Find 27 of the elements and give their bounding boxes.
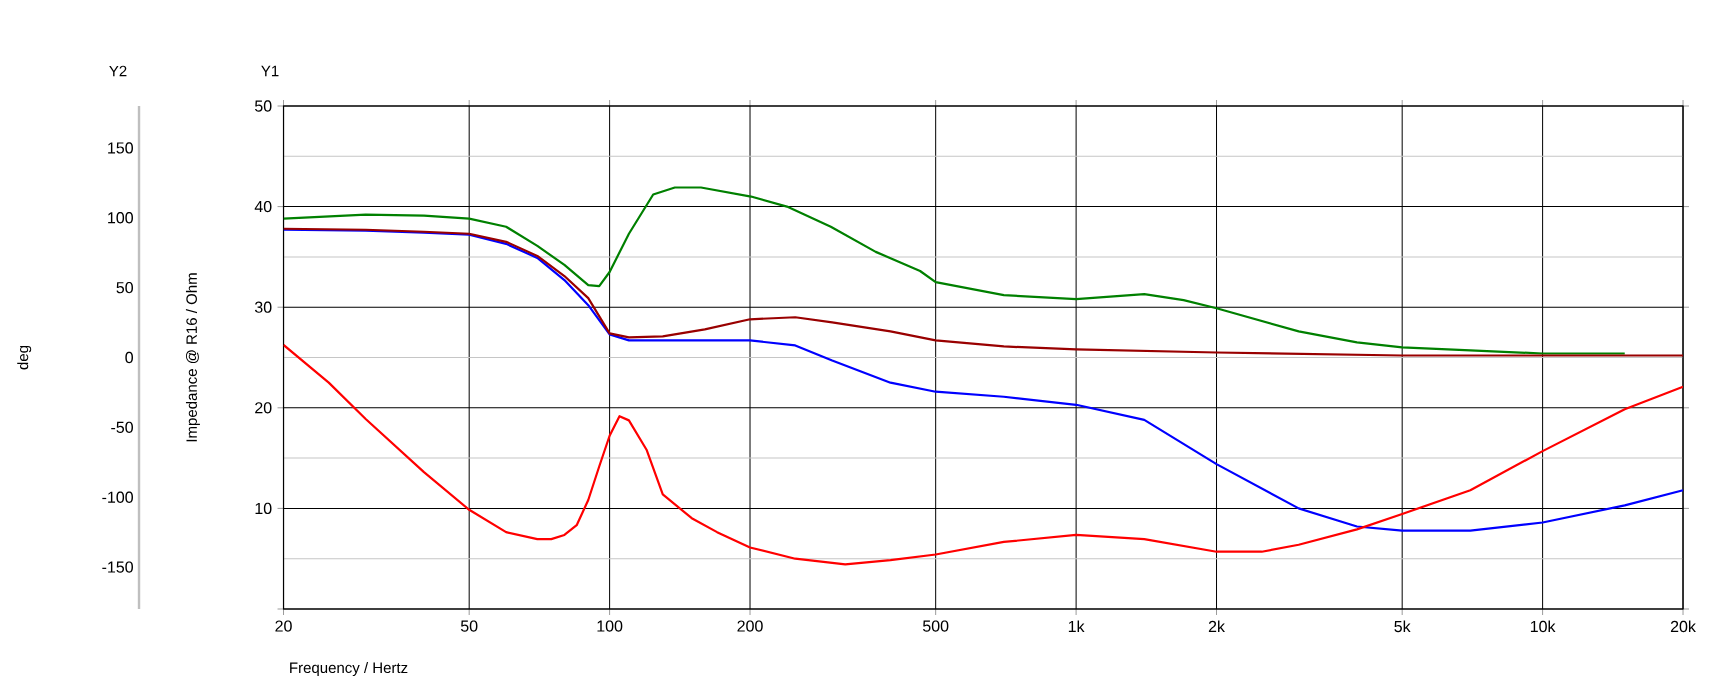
x-tick-label: 5k bbox=[1394, 620, 1411, 633]
y2-tick-label: -150 bbox=[102, 561, 133, 573]
x-axis-title: Frequency / Hertz bbox=[290, 662, 408, 676]
y2-tick-label: 50 bbox=[116, 281, 133, 294]
y2-tick-label: 150 bbox=[108, 142, 133, 154]
y-tick-label: 40 bbox=[254, 200, 272, 213]
x-tick-label: 20 bbox=[275, 620, 292, 632]
y-tick-label: 50 bbox=[254, 100, 272, 112]
text: Y2 bbox=[109, 65, 127, 77]
text: Y1 bbox=[261, 65, 279, 77]
y-tick-label: 10 bbox=[255, 502, 272, 515]
y-tick-label: 30 bbox=[254, 301, 272, 313]
x-tick-label: 200 bbox=[737, 620, 763, 632]
x-tick-label: 1k bbox=[1068, 620, 1085, 632]
x-tick-label: 50 bbox=[460, 620, 478, 632]
y2-tick-label: 0 bbox=[125, 351, 133, 364]
y2-tick-label: 100 bbox=[108, 212, 133, 224]
x-tick-label: 10k bbox=[1530, 620, 1556, 633]
x-tick-label: 500 bbox=[922, 620, 949, 632]
y2-axis-title: deg bbox=[17, 345, 32, 370]
y-axis-title: Impedance @ R16 / Ohm bbox=[185, 273, 200, 442]
x-tick-label: 100 bbox=[597, 620, 623, 632]
y-tick-label: 20 bbox=[255, 402, 272, 414]
x-tick-label: 2k bbox=[1208, 620, 1225, 632]
y2-tick-label: -50 bbox=[111, 421, 133, 434]
x-tick-label: 20k bbox=[1670, 620, 1696, 633]
y2-tick-label: -100 bbox=[102, 491, 133, 503]
